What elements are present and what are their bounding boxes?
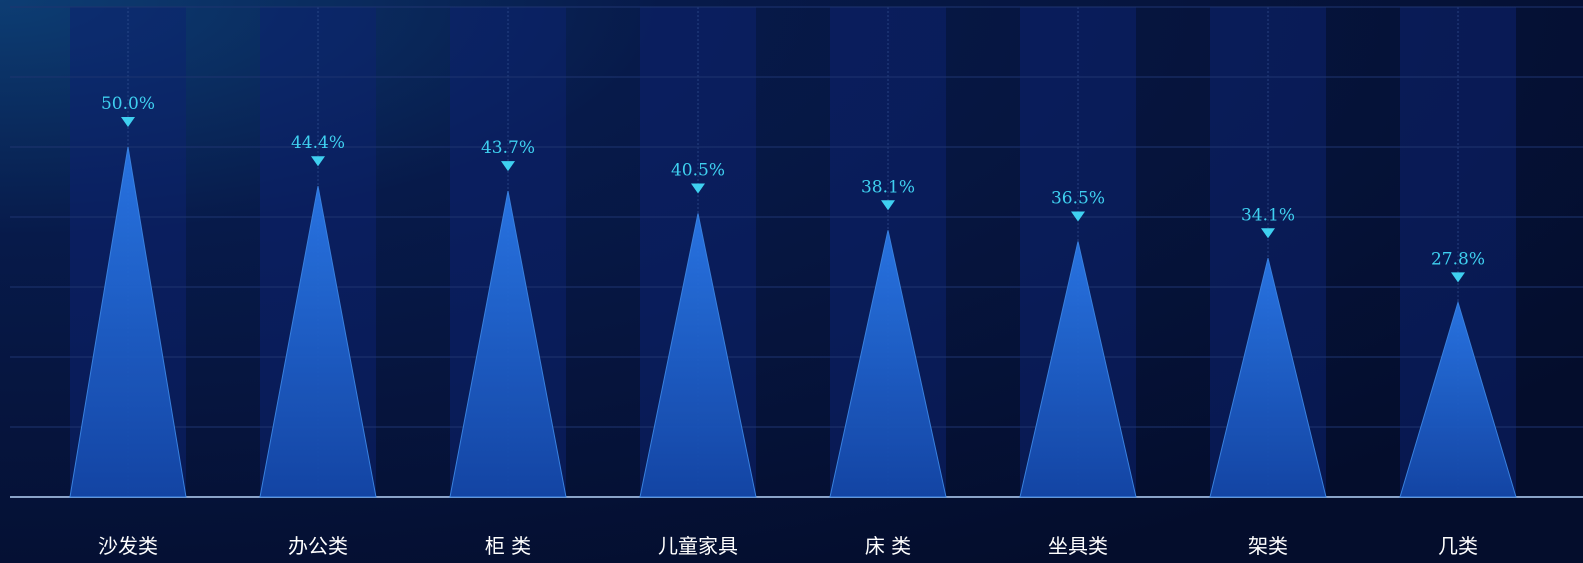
marker-arrow: [881, 200, 895, 211]
x-tick-label: 沙发类: [98, 534, 158, 558]
marker-arrow: [501, 161, 515, 172]
marker-arrow: [691, 183, 705, 194]
data-label: 44.4%: [291, 133, 345, 153]
data-label: 40.5%: [671, 161, 725, 181]
marker-arrow: [1451, 272, 1465, 283]
x-tick-label: 几类: [1438, 534, 1478, 558]
bar: [1019, 241, 1137, 498]
data-label: 34.1%: [1241, 205, 1295, 225]
x-tick-label: 儿童家具: [658, 534, 738, 558]
bar: [1209, 258, 1327, 498]
data-label: 38.1%: [861, 177, 915, 197]
bar: [639, 213, 757, 498]
data-label: 50.0%: [101, 94, 155, 114]
x-tick-label: 坐具类: [1048, 534, 1108, 558]
marker-arrow: [121, 117, 135, 127]
bar: [1399, 300, 1517, 498]
bar: [259, 186, 377, 498]
x-tick-label: 办公类: [288, 534, 348, 558]
marker-arrow: [1261, 228, 1275, 239]
bar: [449, 191, 567, 498]
data-label: 27.8%: [1431, 249, 1485, 269]
marker-arrow: [1071, 211, 1085, 222]
bar: [829, 230, 947, 498]
marker-arrow: [311, 156, 325, 167]
x-tick-label: 柜 类: [485, 534, 531, 558]
bar: [69, 146, 187, 498]
data-label: 36.5%: [1051, 189, 1105, 209]
x-tick-label: 架类: [1248, 534, 1288, 558]
data-label: 43.7%: [481, 138, 535, 158]
x-tick-label: 床 类: [865, 534, 911, 558]
